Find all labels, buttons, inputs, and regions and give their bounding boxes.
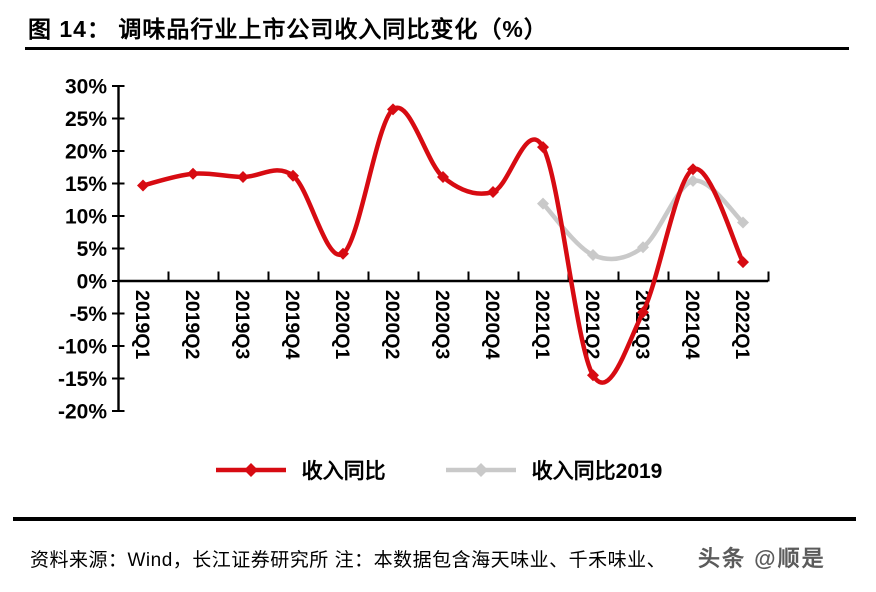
data-point-diamond <box>637 306 649 319</box>
legend-line-red-icon <box>215 463 286 477</box>
title-rule <box>25 47 849 50</box>
data-point-diamond <box>687 174 699 187</box>
x-axis-label: 2021Q1 <box>531 290 553 360</box>
x-axis-label: 2019Q1 <box>131 290 153 360</box>
legend-item-revenue-yoy: 收入同比 <box>214 455 386 485</box>
x-axis-label: 2021Q3 <box>631 290 653 360</box>
y-axis-label: -15% <box>58 368 107 391</box>
diamond-marker-icon <box>243 463 258 477</box>
y-axis-label: -10% <box>58 336 107 359</box>
y-axis-label: 5% <box>77 238 108 261</box>
x-axis-label: 2019Q4 <box>281 290 303 360</box>
data-point-diamond <box>737 256 749 269</box>
legend-label-revenue-yoy-2019: 收入同比2019 <box>531 460 663 483</box>
y-axis-label: 25% <box>65 108 107 131</box>
x-axis-label: 2022Q1 <box>731 290 753 360</box>
data-point-diamond <box>287 169 299 182</box>
data-point-diamond <box>687 163 699 176</box>
data-point-diamond <box>387 103 399 116</box>
watermark: 头条 @顺是 <box>698 546 826 571</box>
data-point-diamond <box>737 216 749 229</box>
x-axis-label: 2019Q2 <box>181 290 203 360</box>
line-chart: 2019Q1 2019Q2 2019Q3 2019Q4 2020Q1 2020Q2 2020… <box>58 76 770 424</box>
x-axis-label: 2020Q3 <box>431 290 453 360</box>
data-point-diamond <box>437 171 449 183</box>
x-axis-label: 2020Q4 <box>481 290 503 360</box>
y-axis-label: 30% <box>65 76 107 99</box>
source-note: 资料来源：Wind，长江证券研究所 注：本数据包含海天味业、千禾味业、 <box>30 550 667 571</box>
y-axis-label: 20% <box>65 141 107 164</box>
data-point-diamond <box>187 167 199 180</box>
data-point-diamond <box>537 197 549 210</box>
data-point-diamond <box>337 247 349 260</box>
data-point-diamond <box>537 141 549 154</box>
y-axis-label: -5% <box>70 303 108 326</box>
legend: 收入同比 收入同比2019 <box>0 455 876 485</box>
x-axis-label: 2021Q2 <box>581 290 603 360</box>
y-axis-label: 0% <box>77 271 108 294</box>
data-point-diamond <box>237 171 249 183</box>
y-axis-label: 15% <box>65 173 107 196</box>
data-point-diamond <box>587 369 599 382</box>
legend-line-gray-icon <box>445 463 516 477</box>
y-axis-label: 10% <box>65 206 107 229</box>
data-point-diamond <box>587 249 599 261</box>
data-point-diamond <box>137 179 149 192</box>
legend-item-revenue-yoy-2019: 收入同比2019 <box>444 455 663 485</box>
data-point-diamond <box>637 241 649 254</box>
figure-title: 图 14： 调味品行业上市公司收入同比变化（%） <box>28 16 548 42</box>
x-axis-label: 2021Q4 <box>681 290 703 360</box>
legend-label-revenue-yoy: 收入同比 <box>301 460 386 483</box>
bottom-rule <box>13 517 856 521</box>
x-axis-label: 2020Q2 <box>381 290 403 360</box>
series-line-收入同比 <box>140 105 746 385</box>
x-axis-label: 2019Q3 <box>231 290 253 360</box>
diamond-marker-icon <box>473 463 488 477</box>
x-axis-label: 2020Q1 <box>331 290 353 360</box>
data-point-diamond <box>487 185 499 198</box>
y-axis-label: -20% <box>58 401 107 424</box>
